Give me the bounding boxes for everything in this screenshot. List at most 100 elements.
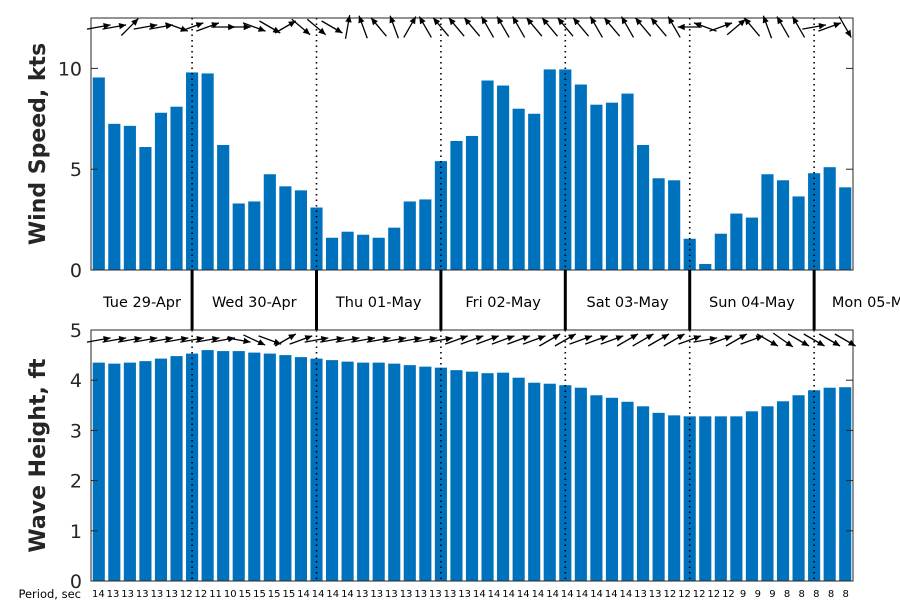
wave-direction-arrow bbox=[725, 333, 748, 347]
wave-ylabel: Wave Height, ft bbox=[26, 358, 51, 553]
period-value: 12 bbox=[693, 589, 706, 600]
wind-ylabel: Wind Speed, kts bbox=[26, 43, 51, 245]
period-value: 14 bbox=[312, 589, 325, 600]
wind-bar bbox=[839, 187, 852, 270]
day-label: Tue 29-Apr bbox=[102, 295, 181, 311]
period-value: 8 bbox=[813, 589, 819, 600]
wave-bar bbox=[294, 357, 307, 581]
wave-bar bbox=[605, 397, 619, 581]
wave-direction-arrow bbox=[663, 333, 685, 347]
period-value: 14 bbox=[546, 589, 559, 600]
wave-bar bbox=[419, 366, 432, 581]
wave-bar bbox=[450, 370, 463, 581]
wave-direction-arrow bbox=[335, 335, 360, 343]
wind-bar bbox=[465, 135, 479, 270]
wind-direction-arrow bbox=[463, 17, 481, 37]
wind-bar bbox=[683, 238, 696, 270]
wind-direction-arrow bbox=[418, 16, 432, 38]
wave-bar bbox=[652, 412, 665, 581]
wave-direction-arrow bbox=[522, 335, 546, 345]
wind-bar bbox=[745, 217, 758, 270]
period-value: 8 bbox=[842, 589, 848, 600]
wind-bar bbox=[559, 69, 572, 270]
period-value: 13 bbox=[444, 589, 457, 600]
wave-direction-arrow bbox=[289, 335, 313, 345]
wave-direction-arrow bbox=[382, 335, 407, 343]
wave-direction-arrow bbox=[678, 335, 702, 345]
wave-direction-arrow bbox=[554, 333, 577, 347]
wave-direction-arrow bbox=[818, 333, 841, 347]
wave-bar bbox=[745, 411, 758, 581]
wind-direction-arrow bbox=[291, 18, 311, 36]
wave-direction-arrow bbox=[803, 333, 825, 347]
wave-bar bbox=[108, 363, 121, 581]
wave-axes-box bbox=[90, 329, 854, 582]
wind-direction-arrow bbox=[557, 17, 574, 37]
wave-direction-arrow bbox=[616, 333, 639, 347]
period-value: 12 bbox=[678, 589, 691, 600]
wind-bar bbox=[434, 161, 447, 270]
wave-bar bbox=[808, 390, 821, 581]
period-value: 14 bbox=[561, 589, 574, 600]
period-value: 14 bbox=[297, 589, 310, 600]
wave-bar bbox=[714, 416, 727, 581]
wind-direction-arrow bbox=[306, 18, 327, 36]
wind-bar bbox=[668, 180, 681, 270]
wave-direction-arrow bbox=[507, 335, 531, 345]
wind-bar bbox=[201, 73, 214, 270]
wave-bar bbox=[217, 351, 230, 581]
wind-bar bbox=[419, 199, 432, 270]
wind-bar bbox=[730, 213, 743, 270]
wave-panel: 0 1 2 3 4 5 Wave Height, ft bbox=[26, 320, 856, 593]
wave-bar bbox=[232, 351, 245, 581]
wind-bar bbox=[325, 237, 339, 270]
wave-direction-arrow bbox=[320, 335, 344, 343]
day-label: Sun 04-May bbox=[709, 295, 795, 311]
wave-direction-arrow bbox=[787, 333, 810, 347]
wind-direction-arrow bbox=[448, 17, 465, 37]
period-value: 13 bbox=[385, 589, 398, 600]
wind-direction-arrow bbox=[496, 16, 510, 38]
wave-bar bbox=[186, 353, 199, 581]
wave-direction-arrow bbox=[709, 335, 733, 345]
period-value: 14 bbox=[590, 589, 603, 600]
period-value: 13 bbox=[458, 589, 471, 600]
wave-bar bbox=[279, 355, 292, 581]
wind-direction-arrow bbox=[370, 17, 387, 37]
wind-bar bbox=[605, 102, 619, 270]
period-value: 14 bbox=[576, 589, 589, 600]
period-value: 8 bbox=[828, 589, 834, 600]
wind-bar bbox=[761, 174, 774, 270]
wave-bar bbox=[792, 395, 805, 581]
wave-direction-arrow bbox=[180, 335, 205, 343]
y-tick-label: 2 bbox=[70, 471, 82, 493]
wave-direction-arrow bbox=[351, 335, 376, 343]
wind-direction-arrow bbox=[344, 15, 352, 39]
period-value: 14 bbox=[92, 589, 105, 600]
wave-bar bbox=[123, 362, 136, 581]
wave-direction-arrow bbox=[460, 335, 484, 345]
wind-direction-arrow bbox=[677, 23, 702, 31]
wind-direction-arrow bbox=[133, 22, 158, 30]
wind-bar bbox=[388, 227, 401, 270]
wave-direction-arrow bbox=[772, 332, 794, 348]
wind-bar bbox=[543, 69, 556, 270]
wind-bar bbox=[263, 174, 276, 270]
wave-direction-arrow bbox=[226, 337, 251, 345]
wind-direction-arrow bbox=[838, 16, 852, 38]
y-tick-label: 0 bbox=[70, 571, 82, 593]
period-value: 13 bbox=[370, 589, 383, 600]
wind-bar bbox=[497, 85, 510, 270]
period-value: 14 bbox=[341, 589, 354, 600]
wind-direction-arrow bbox=[776, 16, 790, 38]
wind-bar bbox=[528, 113, 541, 270]
wind-bar bbox=[699, 263, 712, 270]
wave-direction-arrow bbox=[632, 333, 654, 347]
period-value: 13 bbox=[136, 589, 149, 600]
wave-bar bbox=[512, 377, 525, 581]
wave-direction-arrow bbox=[584, 335, 608, 345]
wave-bar bbox=[497, 372, 510, 581]
period-value: 13 bbox=[649, 589, 662, 600]
period-value: 14 bbox=[326, 589, 339, 600]
wave-bar bbox=[637, 406, 650, 581]
